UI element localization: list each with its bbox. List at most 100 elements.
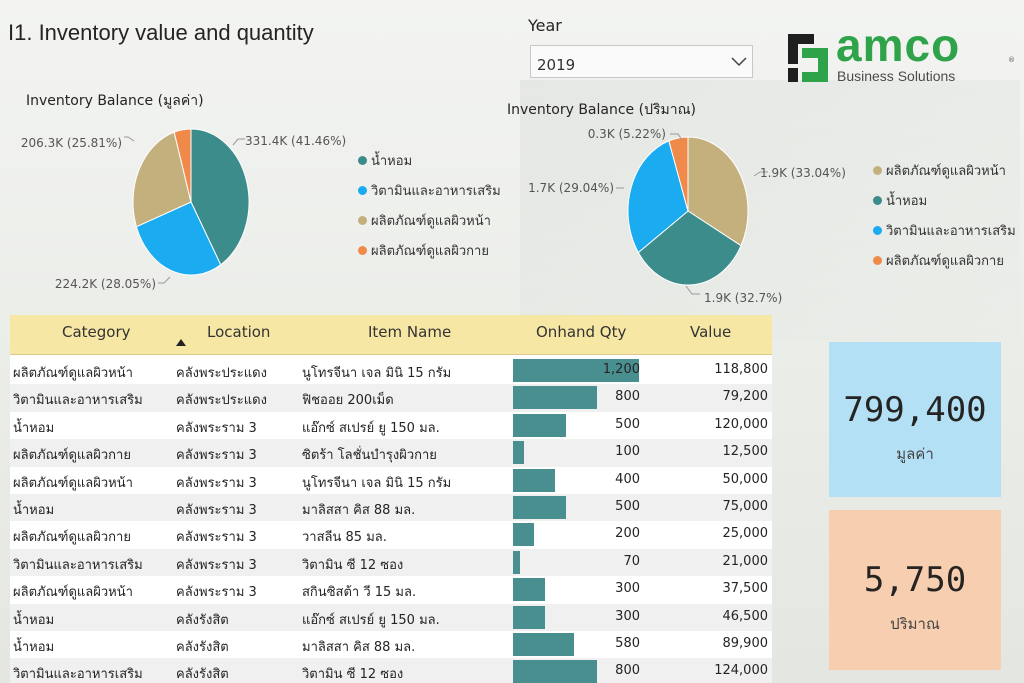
legend-dot-icon xyxy=(873,255,882,265)
value-legend-item[interactable]: ผลิตภัณฑ์ดูแลผิวกาย xyxy=(358,235,501,265)
column-header-item-name[interactable]: Item Name xyxy=(368,323,452,341)
value-pie-slice-0[interactable] xyxy=(190,128,250,266)
table-row[interactable]: ผลิตภัณฑ์ดูแลผิวหน้า คลังพระประแดง นูโทรจี… xyxy=(10,357,772,384)
legend-dot-icon xyxy=(873,195,882,205)
qty-pie-label-tan: 1.9K (33.04%) xyxy=(760,166,846,180)
value-pie-chart[interactable]: 331.4K (41.46%) 206.3K (25.81%) 224.2K (… xyxy=(20,115,350,300)
cell-category: วิตามินและอาหารเสริม xyxy=(13,557,143,573)
qty-databar xyxy=(513,632,574,656)
year-dropdown[interactable]: 2019 xyxy=(530,45,753,78)
table-row[interactable]: วิตามินและอาหารเสริม คลังพระประแดง ฟิชออย … xyxy=(10,384,772,412)
cell-location: คลังพระราม 3 xyxy=(176,557,257,573)
cell-location: คลังพระราม 3 xyxy=(176,585,257,601)
table-row[interactable]: วิตามินและอาหารเสริม คลังพระราม 3 วิตามิน … xyxy=(10,548,772,577)
cell-qty: 580 xyxy=(615,635,640,651)
cell-item: มาลิสสา คิส 88 มล. xyxy=(302,502,416,518)
qty-card: 5,750 ปริมาณ xyxy=(829,510,1001,670)
value-pie-slice-3[interactable] xyxy=(173,128,192,203)
cell-value: 79,200 xyxy=(722,389,769,405)
cell-value: 89,900 xyxy=(722,635,769,651)
legend-dot-icon xyxy=(358,215,367,225)
cell-location: คลังพระราม 3 xyxy=(176,448,257,464)
cell-value: 120,000 xyxy=(714,416,768,432)
table-body: ผลิตภัณฑ์ดูแลผิวหน้า คลังพระประแดง นูโทรจี… xyxy=(10,357,772,683)
qty-card-number: 5,750 xyxy=(863,560,967,600)
cell-category: วิตามินและอาหารเสริม xyxy=(13,393,143,409)
cell-category: น้ำหอม xyxy=(13,420,55,436)
value-legend-item[interactable]: วิตามินและอาหารเสริม xyxy=(358,175,501,205)
cell-location: คลังพระราม 3 xyxy=(176,530,257,546)
legend-dot-icon xyxy=(358,245,367,255)
cell-value: 75,000 xyxy=(722,498,769,514)
qty-databar xyxy=(513,468,555,492)
value-card-number: 799,400 xyxy=(843,390,987,430)
qty-legend-item[interactable]: ผลิตภัณฑ์ดูแลผิวหน้า xyxy=(873,155,1016,185)
qty-pie-slice-3[interactable] xyxy=(668,136,689,212)
qty-pie-label-blue: 1.7K (29.04%) xyxy=(528,181,614,195)
qty-pie-slice-2[interactable] xyxy=(627,140,689,254)
qty-databar xyxy=(513,386,597,410)
cell-location: คลังพระราม 3 xyxy=(176,420,257,436)
qty-legend-item[interactable]: น้ำหอม xyxy=(873,185,1016,215)
table-row[interactable]: น้ำหอม คลังพระราม 3 มาลิสสา คิส 88 มล. 500 7… xyxy=(10,493,772,522)
table-row[interactable]: ผลิตภัณฑ์ดูแลผิวกาย คลังพระราม 3 วาสลีน 85… xyxy=(10,521,772,548)
value-card: 799,400 มูลค่า xyxy=(829,342,1001,497)
legend-dot-icon xyxy=(358,155,367,165)
table-row[interactable]: น้ำหอม คลังรังสิต มาลิสสา คิส 88 มล. 580 89,… xyxy=(10,631,772,658)
qty-databar xyxy=(513,523,534,547)
table-row[interactable]: ผลิตภัณฑ์ดูแลผิวหน้า คลังพระราม 3 สกินซิสต… xyxy=(10,576,772,603)
table-row[interactable]: น้ำหอม คลังรังสิต แอ๊กซ์ สเปรย์ ยู 150 มล.… xyxy=(10,603,772,631)
legend-label: ผลิตภัณฑ์ดูแลผิวกาย xyxy=(371,243,489,259)
sort-ascending-icon[interactable] xyxy=(176,339,186,346)
qty-databar xyxy=(513,660,597,683)
column-header-onhand-qty[interactable]: Onhand Qty xyxy=(536,323,627,341)
cell-value: 12,500 xyxy=(722,444,769,460)
cell-item: สกินซิสต้า วี 15 มล. xyxy=(302,585,417,601)
cell-qty: 200 xyxy=(615,526,640,542)
cell-value: 21,000 xyxy=(722,553,769,569)
value-pie-slice-2[interactable] xyxy=(132,131,192,228)
table-row[interactable]: ผลิตภัณฑ์ดูแลผิวหน้า คลังพระราม 3 นูโทรจีน… xyxy=(10,467,772,494)
cell-qty: 400 xyxy=(615,471,640,487)
column-header-category[interactable]: Category xyxy=(62,323,131,341)
qty-legend-item[interactable]: ผลิตภัณฑ์ดูแลผิวกาย xyxy=(873,245,1016,275)
cell-item: ซิตร้า โลชั่นบำรุงผิวกาย xyxy=(302,448,437,464)
qty-pie-legend: ผลิตภัณฑ์ดูแลผิวหน้าน้ำหอมวิตามินและอาหา… xyxy=(873,155,1016,275)
cell-category: ผลิตภัณฑ์ดูแลผิวกาย xyxy=(13,448,131,464)
value-pie-slice-1[interactable] xyxy=(135,201,222,276)
value-legend-item[interactable]: ผลิตภัณฑ์ดูแลผิวหน้า xyxy=(358,205,501,235)
cell-item: มาลิสสา คิส 88 มล. xyxy=(302,639,416,655)
logo-mark-icon xyxy=(788,34,828,82)
cell-qty: 100 xyxy=(615,444,640,460)
qty-pie-title: Inventory Balance (ปริมาณ) xyxy=(507,102,697,118)
cell-category: ผลิตภัณฑ์ดูแลผิวหน้า xyxy=(13,366,133,381)
column-header-value[interactable]: Value xyxy=(690,323,732,341)
cell-category: ผลิตภัณฑ์ดูแลผิวกาย xyxy=(13,530,131,546)
cell-location: คลังรังสิต xyxy=(176,639,229,655)
cell-category: ผลิตภัณฑ์ดูแลผิวหน้า xyxy=(13,585,133,601)
qty-pie-chart[interactable]: 1.9K (33.04%) 0.3K (5.22%) 1.7K (29.04%)… xyxy=(510,118,855,313)
cell-qty: 800 xyxy=(615,389,640,405)
table-row[interactable]: ผลิตภัณฑ์ดูแลผิวกาย คลังพระราม 3 ซิตร้า โล… xyxy=(10,439,772,467)
legend-dot-icon xyxy=(358,185,367,195)
cell-category: น้ำหอม xyxy=(13,612,55,628)
value-legend-item[interactable]: น้ำหอม xyxy=(358,145,501,175)
cell-qty: 70 xyxy=(623,553,640,569)
qty-pie-label-teal: 1.9K (32.7%) xyxy=(704,291,782,305)
legend-label: ผลิตภัณฑ์ดูแลผิวกาย xyxy=(886,253,1004,269)
qty-databar xyxy=(513,605,545,629)
qty-pie-slice-0[interactable] xyxy=(687,136,749,247)
column-header-location[interactable]: Location xyxy=(207,323,271,341)
value-card-label: มูลค่า xyxy=(896,445,934,463)
cell-location: คลังพระราม 3 xyxy=(176,475,257,491)
table-row[interactable]: วิตามินและอาหารเสริม คลังรังสิต วิตามิน ซี… xyxy=(10,658,772,683)
cell-item: แอ๊กซ์ สเปรย์ ยู 150 มล. xyxy=(302,612,440,628)
inventory-table: Category Location Item Name Onhand Qty V… xyxy=(10,315,772,683)
cell-item: แอ๊กซ์ สเปรย์ ยู 150 มล. xyxy=(302,420,440,436)
table-row[interactable]: น้ำหอม คลังพระราม 3 แอ๊กซ์ สเปรย์ ยู 150 ม… xyxy=(10,412,772,439)
cell-qty: 500 xyxy=(615,416,640,432)
cell-qty: 300 xyxy=(615,581,640,597)
qty-pie-slice-1[interactable] xyxy=(637,210,742,286)
legend-label: น้ำหอม xyxy=(886,193,928,209)
qty-legend-item[interactable]: วิตามินและอาหารเสริม xyxy=(873,215,1016,245)
